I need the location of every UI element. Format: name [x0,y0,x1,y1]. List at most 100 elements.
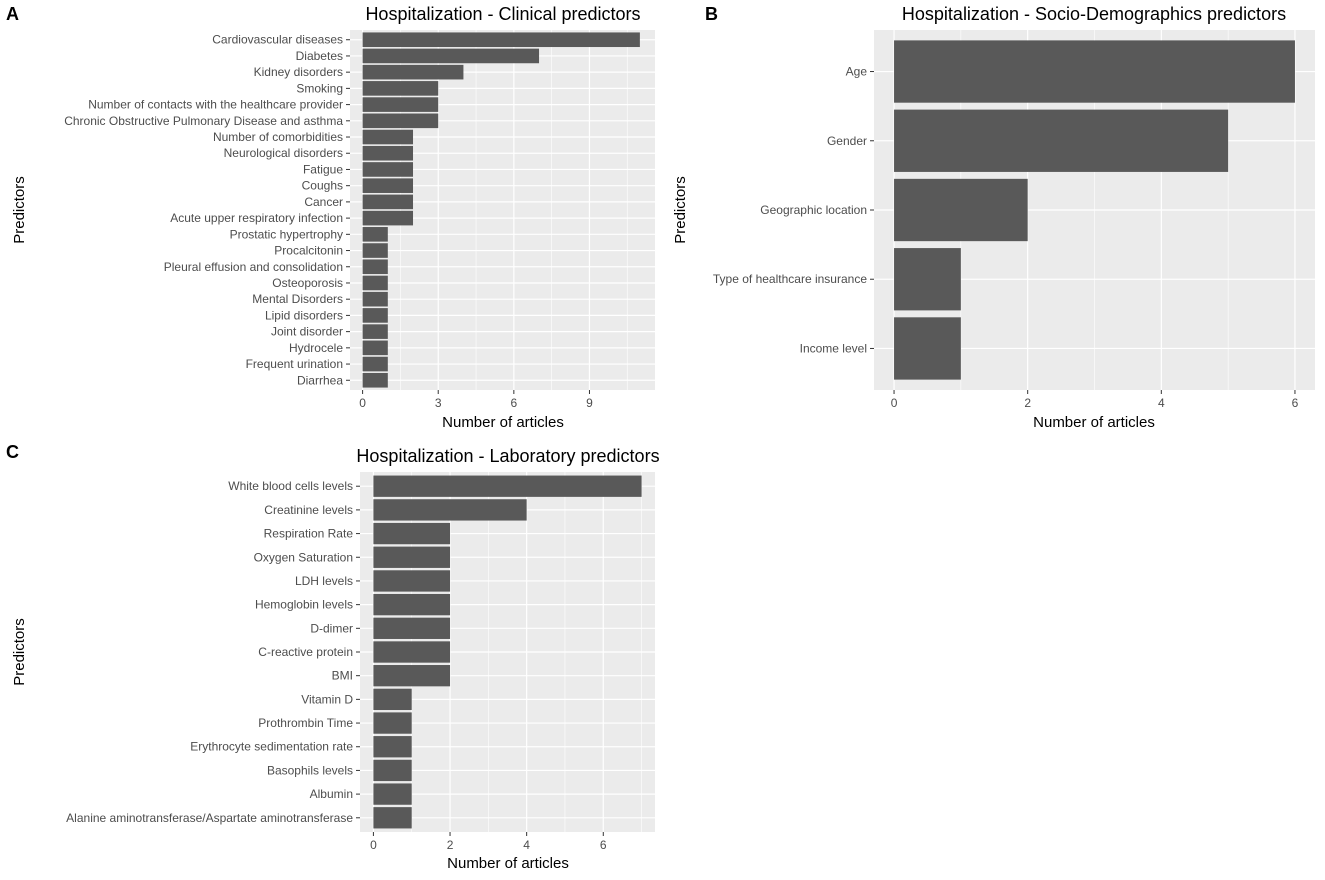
x-tick-labels-laboratory: 0 2 4 6 [370,832,607,852]
bars-socio-demographics [894,40,1295,380]
y-tick-label-kidney-disorders: Kidney disorders [254,65,343,79]
y-axis-title-clinical: Predictors [11,176,28,244]
bar-joint-disorder [362,324,388,339]
x-tick-label: 2 [447,838,454,852]
x-tick-label: 4 [1158,396,1165,410]
y-axis-title-laboratory: Predictors [11,618,28,686]
bar-diarrhea [362,372,388,388]
bar-smoking [362,81,439,96]
panel-letter-b: B [705,4,718,24]
y-tick-label-gender: Gender [827,134,867,148]
bar-respiration-rate [373,522,451,545]
y-tick-label-hemoglobin-levels: Hemoglobin levels [255,598,353,612]
y-tick-label-number-of-comorbidities: Number of comorbidities [213,130,343,144]
bar-geographic-location [894,178,1028,242]
bar-frequent-urination [362,356,388,372]
y-tick-labels-laboratory: White blood cells levels Creatinine level… [66,479,360,825]
x-tick-label: 2 [1024,396,1031,410]
x-tick-label: 4 [523,838,530,852]
y-tick-label-procalcitonin: Procalcitonin [274,244,343,258]
x-tick-label: 0 [359,396,366,410]
y-tick-label-income-level: Income level [800,341,867,355]
x-tick-labels-clinical: 0 3 6 9 [359,390,593,410]
y-tick-label-cancer: Cancer [304,195,343,209]
chart-title-socio-demographics: Hospitalization - Socio-Demographics pre… [902,4,1286,24]
bar-number-of-comorbidities [362,129,414,145]
y-tick-labels-clinical: Cardiovascular diseases Diabetes Kidney di… [64,33,350,387]
bar-creatinine-levels [373,499,527,521]
bar-age [894,40,1295,103]
bar-c-reactive-protein [373,641,451,663]
y-tick-label-neurological-disorders: Neurological disorders [224,146,343,160]
bar-chronic-obstructive-pulmonary-disease-and-asthma [362,113,439,129]
x-tick-label: 9 [586,396,593,410]
bar-basophils-levels [373,759,412,782]
y-tick-label-osteoporosis: Osteoporosis [272,276,343,290]
y-tick-label-vitamin-d: Vitamin D [301,692,353,706]
bar-bmi [373,665,451,687]
x-tick-label: 6 [1292,396,1299,410]
y-tick-label-creatinine-levels: Creatinine levels [264,503,353,517]
bar-cardiovascular-diseases [362,32,640,48]
x-axis-title-socio-demographics: Number of articles [1033,414,1155,431]
y-tick-label-mental-disorders: Mental Disorders [252,292,343,306]
y-tick-label-diabetes: Diabetes [296,49,343,63]
y-tick-label-d-dimer: D-dimer [310,621,353,635]
x-tick-label: 0 [370,838,377,852]
bar-kidney-disorders [362,64,464,80]
panel-letter-a: A [6,4,19,24]
bar-hemoglobin-levels [373,593,451,616]
bar-prostatic-hypertrophy [362,227,388,242]
y-tick-label-age: Age [846,65,868,79]
panel-socio-demographics-predictors: B Hospitalization - Socio-Demographics p… [672,4,1315,431]
bar-vitamin-d [373,688,412,711]
y-tick-label-cardiovascular-diseases: Cardiovascular diseases [212,33,343,47]
bar-oxygen-saturation [373,546,451,568]
y-tick-label-lipid-disorders: Lipid disorders [265,308,343,322]
bar-diabetes [362,48,540,64]
bar-cancer [362,194,414,210]
bar-neurological-disorders [362,145,414,161]
y-tick-label-bmi: BMI [332,669,353,683]
panel-clinical-predictors: A Hospitalization - Clinical predictors … [6,4,655,431]
y-tick-label-joint-disorder: Joint disorder [271,325,343,339]
bar-erythrocyte-sedimentation-rate [373,736,412,758]
bar-pleural-effusion-and-consolidation [362,259,388,275]
bars-clinical [362,32,640,388]
y-tick-label-white-blood-cells-levels: White blood cells levels [228,479,353,493]
x-tick-label: 6 [510,396,517,410]
y-tick-label-erythrocyte-sedimentation-rate: Erythrocyte sedimentation rate [190,740,353,754]
x-tick-label: 0 [891,396,898,410]
bar-prothrombin-time [373,712,412,734]
y-tick-label-smoking: Smoking [296,81,343,95]
bar-hydrocele [362,340,388,356]
y-tick-label-acute-upper-respiratory-infection: Acute upper respiratory infection [170,211,343,225]
y-tick-label-prostatic-hypertrophy: Prostatic hypertrophy [230,227,343,241]
bar-alanine-aminotransferase-aspartate-aminotransferase [373,807,412,829]
x-tick-label: 3 [435,396,442,410]
y-axis-title-socio-demographics: Predictors [672,176,689,244]
y-tick-label-frequent-urination: Frequent urination [246,357,343,371]
y-tick-label-hydrocele: Hydrocele [289,341,343,355]
y-tick-label-chronic-obstructive-pulmonary-disease-and-asthma: Chronic Obstructive Pulmonary Disease an… [64,114,343,128]
y-tick-label-ldh-levels: LDH levels [295,574,353,588]
bar-osteoporosis [362,275,388,291]
bar-d-dimer [373,617,451,639]
chart-title-clinical: Hospitalization - Clinical predictors [365,4,640,24]
bar-gender [894,109,1229,172]
y-tick-label-pleural-effusion-and-consolidation: Pleural effusion and consolidation [164,260,343,274]
y-tick-label-type-of-healthcare-insurance: Type of healthcare insurance [713,272,867,286]
y-tick-label-diarrhea: Diarrhea [297,373,343,387]
bar-income-level [894,317,961,380]
y-tick-label-oxygen-saturation: Oxygen Saturation [254,550,353,564]
bar-fatigue [362,162,414,177]
bar-mental-disorders [362,291,388,307]
bar-white-blood-cells-levels [373,475,642,497]
y-tick-label-fatigue: Fatigue [303,162,343,176]
x-axis-title-laboratory: Number of articles [447,855,569,872]
bar-type-of-healthcare-insurance [894,248,961,311]
bar-number-of-contacts-with-the-healthcare-provider [362,97,439,112]
bar-lipid-disorders [362,308,388,323]
y-tick-label-coughs: Coughs [302,179,343,193]
